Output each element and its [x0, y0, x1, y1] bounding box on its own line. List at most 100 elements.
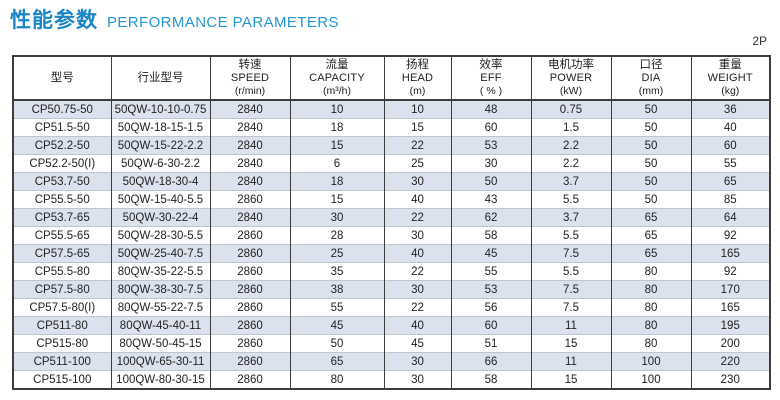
table-cell: 50: [450, 172, 532, 191]
table-cell: 53: [450, 136, 532, 155]
table-cell: 60: [690, 136, 771, 155]
table-cell: 1.5: [530, 118, 612, 137]
table-cell: 2860: [209, 370, 291, 389]
table-cell: 2860: [209, 226, 291, 245]
table-cell: 2.2: [530, 154, 612, 173]
table-row: CP515-100 100QW-80-30-15 2860 80 30 58 15 100 23…: [12, 370, 771, 389]
table-cell: 15: [530, 370, 612, 389]
table-cell: 7.5: [530, 280, 612, 299]
table-cell: 60: [450, 118, 532, 137]
table-cell: 2840: [209, 118, 291, 137]
table-cell: 2860: [209, 334, 291, 353]
table-cell: 30: [383, 226, 452, 245]
table-cell: 80QW-55-22-7.5: [110, 298, 211, 317]
table-cell: CP511-100: [12, 352, 112, 371]
table-cell: 2860: [209, 352, 291, 371]
table-cell: 2860: [209, 298, 291, 317]
table-cell: 2840: [209, 172, 291, 191]
column-header: 口径 DIA (mm): [610, 55, 692, 101]
table-cell: CP53.7-65: [12, 208, 112, 227]
title-chinese: 性能参数: [10, 9, 98, 32]
table-cell: 2840: [209, 154, 291, 173]
table-cell: 18: [289, 172, 385, 191]
table-cell: 0.75: [530, 100, 612, 119]
table-cell: 80: [610, 334, 692, 353]
performance-table: 型号 行业型号 转速 SPEED (r/min) 流量 CAPACITY (m³/h) 扬程 HE…: [12, 55, 771, 390]
table-cell: 100QW-80-30-15: [110, 370, 211, 389]
table-cell: 92: [690, 226, 771, 245]
column-header: 型号: [12, 55, 112, 101]
table-cell: 10: [383, 100, 452, 119]
table-cell: 56: [450, 298, 532, 317]
table-cell: 50QW-15-22-2.2: [110, 136, 211, 155]
table-cell: 195: [690, 316, 771, 335]
pole-count-label: 2P: [752, 34, 767, 48]
table-cell: 50QW-15-40-5.5: [110, 190, 211, 209]
table-cell: 100QW-65-30-11: [110, 352, 211, 371]
table-cell: 220: [690, 352, 771, 371]
table-cell: 40: [690, 118, 771, 137]
table-cell: 38: [289, 280, 385, 299]
table-cell: CP57.5-65: [12, 244, 112, 263]
table-cell: 66: [450, 352, 532, 371]
page-title: 性能参数 PERFORMANCE PARAMETERS: [10, 4, 339, 34]
table-cell: 15: [289, 136, 385, 155]
table-cell: 80: [610, 262, 692, 281]
table-cell: 11: [530, 316, 612, 335]
table-row: CP50.75-50 50QW-10-10-0.75 2840 10 10 48 0.75 5…: [12, 100, 771, 119]
table-cell: 5.5: [530, 262, 612, 281]
table-cell: 165: [690, 244, 771, 263]
table-cell: CP55.5-65: [12, 226, 112, 245]
table-row: CP57.5-80(I) 80QW-55-22-7.5 2860 55 22 56 7.5 8…: [12, 298, 771, 317]
table-header-row: 型号 行业型号 转速 SPEED (r/min) 流量 CAPACITY (m³/h) 扬程 HE…: [12, 55, 771, 101]
table-cell: 45: [450, 244, 532, 263]
table-cell: 36: [690, 100, 771, 119]
table-cell: 6: [289, 154, 385, 173]
table-cell: 11: [530, 352, 612, 371]
table-row: CP53.7-65 50QW-30-22-4 2840 30 22 62 3.7 65 64: [12, 208, 771, 227]
table-cell: 2840: [209, 208, 291, 227]
table-cell: CP53.7-50: [12, 172, 112, 191]
table-cell: 65: [610, 244, 692, 263]
table-cell: CP50.75-50: [12, 100, 112, 119]
table-cell: 50: [610, 100, 692, 119]
table-row: CP57.5-80 80QW-38-30-7.5 2860 38 30 53 7.5 80 17…: [12, 280, 771, 299]
table-cell: 53: [450, 280, 532, 299]
table-cell: 30: [383, 352, 452, 371]
table-cell: 50: [610, 136, 692, 155]
table-cell: 50: [610, 172, 692, 191]
table-cell: 200: [690, 334, 771, 353]
table-cell: 50QW-6-30-2.2: [110, 154, 211, 173]
table-cell: CP515-100: [12, 370, 112, 389]
table-cell: 50: [610, 154, 692, 173]
table-cell: 92: [690, 262, 771, 281]
table-row: CP51.5-50 50QW-18-15-1.5 2840 18 15 60 1.5 50 40: [12, 118, 771, 137]
column-header: 重量 WEIGHT (kg): [690, 55, 771, 101]
table-cell: CP52.2-50(I): [12, 154, 112, 173]
table-cell: 35: [289, 262, 385, 281]
table-cell: 85: [690, 190, 771, 209]
table-cell: 2860: [209, 190, 291, 209]
table-cell: 2860: [209, 244, 291, 263]
table-cell: 15: [289, 190, 385, 209]
table-cell: 3.7: [530, 208, 612, 227]
table-cell: 40: [383, 244, 452, 263]
table-cell: 30: [383, 370, 452, 389]
table-cell: 30: [289, 208, 385, 227]
table-cell: 65: [610, 208, 692, 227]
table-cell: 62: [450, 208, 532, 227]
table-cell: CP52.2-50: [12, 136, 112, 155]
table-cell: 22: [383, 298, 452, 317]
table-cell: 45: [289, 316, 385, 335]
table-cell: 80QW-45-40-11: [110, 316, 211, 335]
column-header: 扬程 HEAD (m): [383, 55, 452, 101]
table-row: CP57.5-65 50QW-25-40-7.5 2860 25 40 45 7.5 65 16…: [12, 244, 771, 263]
table-cell: 55: [450, 262, 532, 281]
table-cell: 55: [690, 154, 771, 173]
table-cell: 60: [450, 316, 532, 335]
table-cell: 22: [383, 262, 452, 281]
table-cell: 65: [289, 352, 385, 371]
table-cell: 80: [610, 280, 692, 299]
table-cell: 100: [610, 352, 692, 371]
table-cell: 80QW-35-22-5.5: [110, 262, 211, 281]
